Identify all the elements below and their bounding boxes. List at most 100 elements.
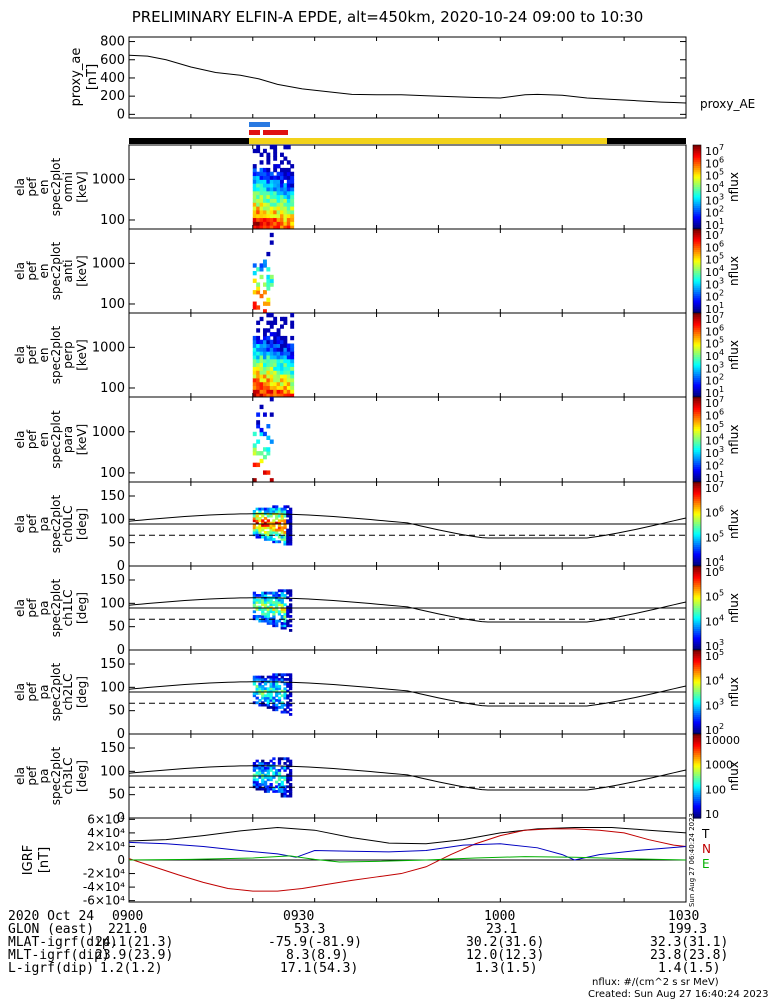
- panel-3-cell-2-0: [259, 393, 264, 398]
- panel-8-cell-11-60: [283, 787, 287, 791]
- panel-8-ylabel-4: ch3LC: [61, 758, 75, 795]
- colorbar-5-cell-32: [693, 549, 701, 552]
- panel-1-cell-4-14: [266, 171, 271, 177]
- panel-6-cell-10-50: [280, 624, 284, 628]
- panel-7-cell-2-95: [258, 687, 262, 691]
- panel-5-cell-6-75: [269, 528, 273, 532]
- panel-3-ytick-label-100: 100: [100, 381, 125, 396]
- panel-1-cell-8-13: [280, 175, 284, 180]
- panel-6-cell-11-115: [283, 594, 287, 597]
- panel-3-cell-2-11: [259, 351, 264, 356]
- colorbar-7-cell-25: [693, 702, 701, 706]
- panel-1-cell-1-1: [256, 221, 261, 226]
- colorbar-2-cell-13: [693, 256, 701, 259]
- panel-3-cell-5-4: [269, 377, 274, 383]
- panel-8-cell-10-55: [280, 790, 284, 793]
- colorbar-8-cell-35: [693, 807, 701, 811]
- colorbar-4-cell-28: [693, 456, 701, 460]
- panel-5-cell-8-65: [275, 533, 279, 537]
- colorbar-8-cell-9: [693, 752, 701, 756]
- panel-3-cell-0-0: [252, 393, 257, 398]
- colorbar-6-cell-24: [693, 616, 701, 620]
- panel-5-cell-3-85: [261, 524, 265, 527]
- panel-5-cell-6-115: [269, 510, 273, 513]
- nflux-unit-note: nflux: #/(cm^2 s sr MeV): [592, 977, 719, 988]
- panel-6-cell-10-55: [280, 622, 284, 625]
- panel-2-cell-4-2: [266, 301, 271, 306]
- panel-3-cell-6-2: [273, 385, 278, 390]
- colorbar-1-cell-7: [693, 159, 701, 163]
- panel-3-cell-8-10: [280, 355, 284, 360]
- panel-2-cell-4-8: [266, 278, 271, 283]
- panel-1-cell-11-16: [290, 164, 295, 169]
- panel-6-ytick-label-100: 100: [100, 596, 125, 611]
- panel-6-cell-13-40: [288, 629, 293, 632]
- colorbar-2-cell-28: [693, 287, 701, 291]
- panel-1-cell-5-5: [269, 206, 274, 211]
- colorbar-3-cell-8: [693, 329, 701, 333]
- colorbar-5-cell-14: [693, 511, 701, 515]
- colorbar-2-label: nflux: [727, 256, 741, 286]
- panel-3-cell-11-5: [290, 374, 295, 379]
- colorbar-4-cell-12: [693, 422, 701, 426]
- panel-5-cell-3-120: [261, 507, 265, 511]
- panel-1-cell-6-4: [273, 209, 278, 215]
- panel-1-cell-10-12: [286, 179, 291, 184]
- panel-8-cell-4-75: [263, 780, 268, 784]
- colorbar-2-cell-27: [693, 285, 701, 289]
- igrf-legend-N-1: N: [702, 842, 711, 856]
- panel-5-cell-3-75: [261, 528, 265, 532]
- panel-3-cell-7-1: [276, 389, 281, 394]
- panel-8-cell-4-55: [263, 790, 268, 793]
- panel-4-cell-2-12: [259, 431, 264, 437]
- panel-3-cell-1-2: [256, 385, 261, 390]
- panel-1-cell-1-2: [256, 217, 261, 222]
- colorbar-5-cell-23: [693, 530, 701, 533]
- colorbar-2-cell-10: [693, 250, 701, 253]
- panel-8-cell-13-100: [288, 769, 293, 772]
- panel-4-cell-2-7: [259, 451, 264, 456]
- panel-3-cell-6-6: [273, 370, 278, 375]
- panel-1-cell-1-4: [256, 209, 261, 215]
- panel-8-cell-8-55: [275, 790, 279, 793]
- panel-6-cell-6-80: [269, 610, 273, 614]
- colorbar-7-tick-2: 10: [705, 699, 719, 712]
- panel-5-ylabel-5: [deg]: [75, 508, 89, 540]
- panel-5-cell-13-95: [288, 519, 293, 523]
- panel-1-cell-11-3: [290, 213, 295, 219]
- footer-l-label: L-igrf(dip): [8, 961, 95, 976]
- colorbar-3-cell-38: [693, 392, 701, 396]
- colorbar-4-cell-21: [693, 441, 701, 445]
- panel-3-cell-3-1: [262, 389, 267, 394]
- panel-2-cell-5-8: [269, 278, 274, 283]
- panel-3-cell-10-1: [286, 389, 291, 394]
- colorbar-6-cell-25: [693, 618, 701, 622]
- colorbar-1-cell-14: [693, 174, 701, 178]
- panel-6-cell-1-70: [255, 615, 259, 618]
- colorbar-8-cell-23: [693, 782, 701, 785]
- panel-6-cell-2-85: [258, 608, 262, 611]
- panel-5-cell-12-90: [286, 521, 290, 525]
- colorbar-3-cell-29: [693, 373, 701, 377]
- panel-3-cell-1-5: [256, 374, 261, 379]
- panel-3-cell-8-3: [280, 381, 284, 387]
- panel-3-cell-7-2: [276, 385, 281, 390]
- colorbar-6-cell-8: [693, 582, 701, 586]
- panel-7-ylabel-2: pa: [37, 685, 51, 700]
- panel-6-cell-5-120: [266, 591, 270, 595]
- panel-3-cell-11-0: [290, 393, 295, 398]
- panel-1-cell-5-21: [269, 145, 274, 150]
- panel-3-cell-9-3: [283, 381, 288, 387]
- colorbar-6-cell-20: [693, 608, 701, 611]
- panel-2-cell-3-2: [262, 301, 267, 306]
- panel-8-cell-12-80: [286, 778, 290, 782]
- panel-6-cell-8-60: [275, 619, 279, 623]
- panel-6-cell-5-75: [266, 612, 270, 616]
- panel-8-ylabel-5: [deg]: [75, 760, 89, 792]
- panel-3-cell-3-5: [262, 374, 267, 379]
- colorbar-4-tick-3: 10: [705, 435, 719, 448]
- panel-5-cell-13-75: [288, 528, 293, 532]
- panel-5-cell-4-115: [263, 510, 268, 513]
- panel-7-cell-6-120: [269, 675, 273, 679]
- colorbar-6-cell-35: [693, 639, 701, 643]
